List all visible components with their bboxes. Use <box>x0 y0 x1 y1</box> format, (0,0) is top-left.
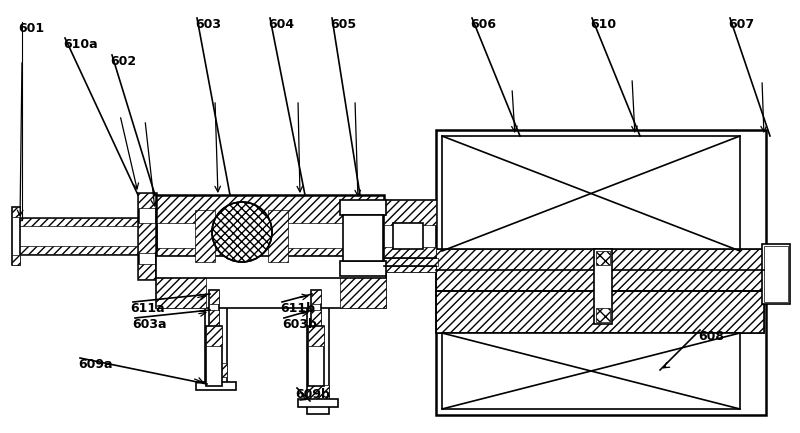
Bar <box>195 210 215 262</box>
Bar <box>205 363 227 377</box>
Bar <box>393 223 423 249</box>
Bar <box>436 291 764 333</box>
Bar <box>138 193 156 279</box>
Bar <box>596 251 610 265</box>
Bar <box>18 218 140 226</box>
Bar <box>209 290 219 304</box>
Bar <box>436 130 766 415</box>
Text: 605: 605 <box>330 18 356 31</box>
Bar <box>764 246 788 302</box>
Bar <box>436 249 764 291</box>
Text: 610: 610 <box>590 18 616 31</box>
Bar <box>307 385 329 399</box>
Bar <box>12 255 20 265</box>
Text: 609a: 609a <box>78 358 113 371</box>
Bar <box>18 246 140 254</box>
Bar <box>340 200 386 215</box>
Bar <box>205 276 227 386</box>
Bar <box>762 244 790 304</box>
Bar <box>442 333 740 409</box>
Bar <box>156 195 384 223</box>
Text: 602: 602 <box>110 55 136 68</box>
Text: 603: 603 <box>195 18 221 31</box>
Bar <box>156 276 206 308</box>
Circle shape <box>212 202 272 262</box>
Bar <box>156 195 384 276</box>
Text: 606: 606 <box>470 18 496 31</box>
Text: 608: 608 <box>698 330 724 343</box>
Text: 611b: 611b <box>280 302 315 315</box>
Bar <box>308 326 324 386</box>
Bar <box>307 276 329 290</box>
Bar <box>268 210 288 262</box>
Bar <box>311 310 321 330</box>
Text: 603a: 603a <box>132 318 166 331</box>
Bar <box>340 261 386 276</box>
Bar <box>594 249 612 324</box>
Bar <box>138 193 156 208</box>
Bar <box>436 249 764 291</box>
Bar <box>156 276 386 308</box>
Text: 610a: 610a <box>63 38 98 51</box>
Bar <box>209 290 219 330</box>
Bar <box>12 207 20 217</box>
Bar <box>311 290 321 304</box>
Bar <box>205 276 227 290</box>
Bar <box>156 248 384 276</box>
Bar <box>384 200 436 225</box>
Bar <box>196 382 236 390</box>
Bar <box>138 223 156 253</box>
Text: 611a: 611a <box>130 302 165 315</box>
Bar <box>206 326 222 386</box>
Bar <box>307 276 329 414</box>
Bar <box>596 308 610 322</box>
Bar <box>343 215 383 261</box>
Bar <box>384 200 436 272</box>
Bar <box>138 264 156 279</box>
Bar <box>209 310 219 330</box>
Bar <box>384 258 438 266</box>
Bar <box>298 399 338 407</box>
Bar <box>311 290 321 330</box>
Bar <box>308 326 324 346</box>
Text: 601: 601 <box>18 22 44 35</box>
Bar <box>206 326 222 346</box>
Text: 609b: 609b <box>295 388 330 401</box>
Bar <box>12 207 20 265</box>
Bar <box>340 276 386 308</box>
Bar <box>384 247 436 272</box>
Bar <box>156 256 386 278</box>
Text: 607: 607 <box>728 18 754 31</box>
Text: 604: 604 <box>268 18 294 31</box>
Bar <box>18 218 140 254</box>
Text: 603b: 603b <box>282 318 317 331</box>
Bar <box>436 291 764 333</box>
Bar <box>442 136 740 251</box>
